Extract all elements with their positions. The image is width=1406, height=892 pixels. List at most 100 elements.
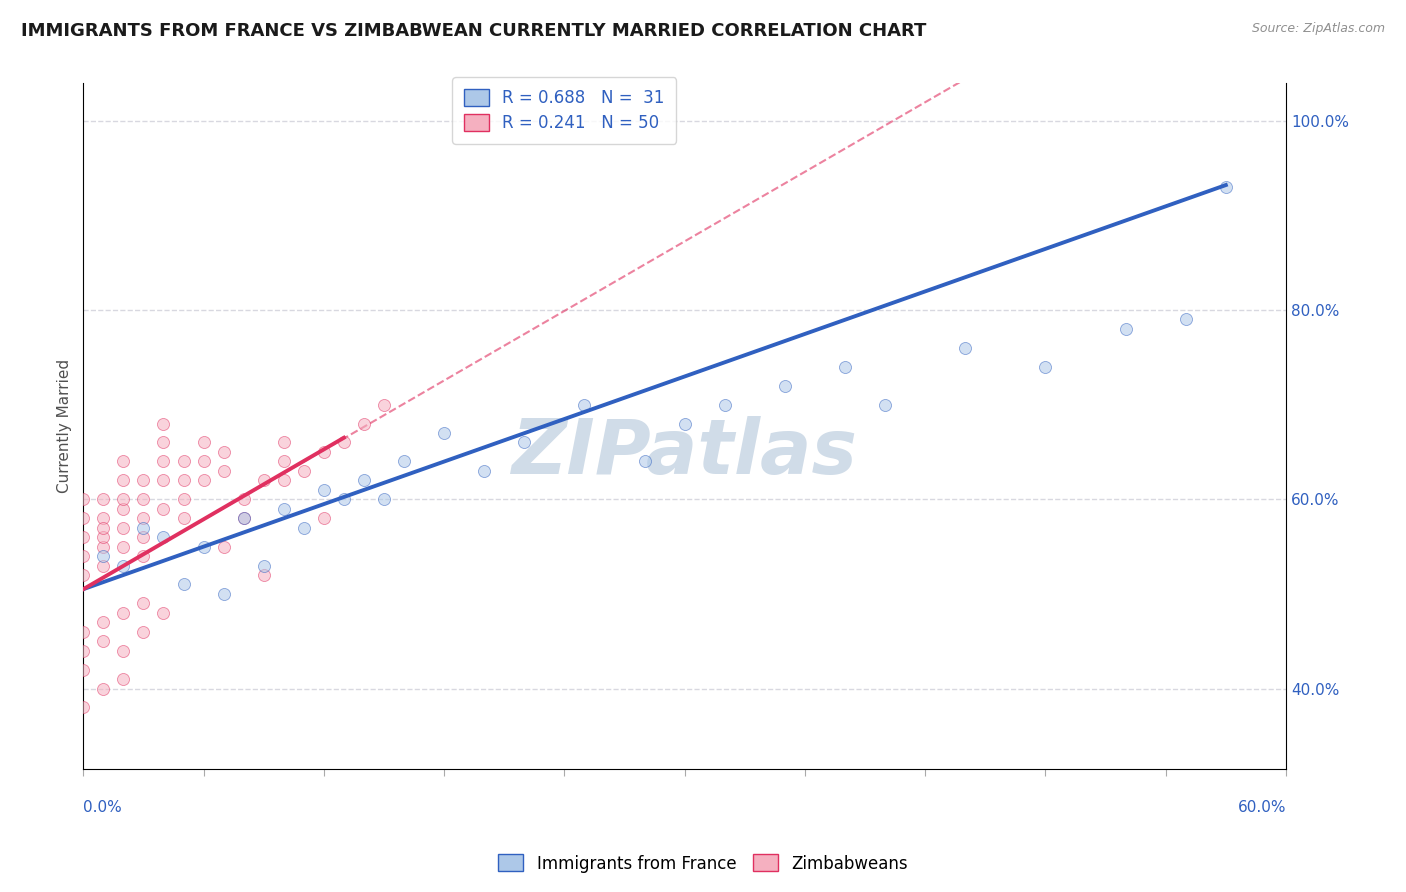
- Point: [173, 511, 195, 525]
- Text: IMMIGRANTS FROM FRANCE VS ZIMBABWEAN CURRENTLY MARRIED CORRELATION CHART: IMMIGRANTS FROM FRANCE VS ZIMBABWEAN CUR…: [21, 22, 927, 40]
- Point: [173, 474, 195, 488]
- Point: [112, 540, 135, 554]
- Point: [273, 474, 295, 488]
- Point: [91, 540, 114, 554]
- Point: [232, 492, 254, 507]
- Point: [433, 425, 456, 440]
- Point: [91, 634, 114, 648]
- Point: [112, 492, 135, 507]
- Text: 60.0%: 60.0%: [1237, 799, 1286, 814]
- Point: [1035, 359, 1057, 374]
- Point: [353, 474, 375, 488]
- Point: [152, 606, 174, 620]
- Point: [173, 492, 195, 507]
- Point: [152, 474, 174, 488]
- Point: [91, 549, 114, 563]
- Point: [112, 606, 135, 620]
- Point: [112, 474, 135, 488]
- Point: [152, 435, 174, 450]
- Point: [673, 417, 696, 431]
- Point: [253, 558, 276, 573]
- Point: [472, 464, 495, 478]
- Point: [834, 359, 856, 374]
- Point: [212, 587, 235, 601]
- Point: [72, 530, 94, 544]
- Point: [1115, 322, 1137, 336]
- Point: [713, 398, 735, 412]
- Point: [72, 624, 94, 639]
- Point: [72, 700, 94, 714]
- Point: [112, 643, 135, 657]
- Point: [253, 568, 276, 582]
- Point: [72, 568, 94, 582]
- Point: [253, 474, 276, 488]
- Point: [193, 454, 215, 468]
- Point: [91, 615, 114, 630]
- Point: [132, 511, 155, 525]
- Point: [392, 454, 415, 468]
- Point: [72, 663, 94, 677]
- Point: [212, 540, 235, 554]
- Point: [273, 454, 295, 468]
- Point: [193, 540, 215, 554]
- Point: [72, 492, 94, 507]
- Point: [72, 511, 94, 525]
- Point: [333, 435, 356, 450]
- Point: [132, 596, 155, 610]
- Point: [91, 511, 114, 525]
- Point: [1215, 180, 1237, 194]
- Point: [574, 398, 596, 412]
- Point: [72, 549, 94, 563]
- Point: [91, 558, 114, 573]
- Point: [373, 492, 395, 507]
- Point: [132, 549, 155, 563]
- Point: [273, 435, 295, 450]
- Point: [91, 681, 114, 696]
- Point: [112, 558, 135, 573]
- Point: [152, 530, 174, 544]
- Point: [132, 530, 155, 544]
- Point: [132, 624, 155, 639]
- Point: [173, 577, 195, 591]
- Point: [773, 378, 796, 392]
- Point: [193, 435, 215, 450]
- Point: [373, 398, 395, 412]
- Point: [312, 511, 335, 525]
- Point: [292, 521, 315, 535]
- Point: [353, 417, 375, 431]
- Point: [873, 398, 896, 412]
- Point: [91, 492, 114, 507]
- Point: [91, 521, 114, 535]
- Point: [312, 483, 335, 497]
- Point: [273, 501, 295, 516]
- Point: [112, 672, 135, 686]
- Text: ZIPatlas: ZIPatlas: [512, 417, 858, 491]
- Legend: Immigrants from France, Zimbabweans: Immigrants from France, Zimbabweans: [492, 847, 914, 880]
- Legend: R = 0.688   N =  31, R = 0.241   N = 50: R = 0.688 N = 31, R = 0.241 N = 50: [453, 78, 676, 144]
- Point: [152, 417, 174, 431]
- Point: [173, 454, 195, 468]
- Point: [232, 511, 254, 525]
- Point: [312, 445, 335, 459]
- Point: [152, 501, 174, 516]
- Point: [112, 501, 135, 516]
- Point: [132, 521, 155, 535]
- Point: [513, 435, 536, 450]
- Point: [232, 511, 254, 525]
- Point: [91, 530, 114, 544]
- Point: [72, 643, 94, 657]
- Point: [152, 454, 174, 468]
- Point: [333, 492, 356, 507]
- Point: [955, 341, 977, 355]
- Point: [292, 464, 315, 478]
- Point: [112, 521, 135, 535]
- Point: [112, 454, 135, 468]
- Text: Source: ZipAtlas.com: Source: ZipAtlas.com: [1251, 22, 1385, 36]
- Point: [212, 445, 235, 459]
- Point: [132, 492, 155, 507]
- Point: [212, 464, 235, 478]
- Text: 0.0%: 0.0%: [83, 799, 122, 814]
- Y-axis label: Currently Married: Currently Married: [58, 359, 72, 493]
- Point: [132, 474, 155, 488]
- Point: [633, 454, 655, 468]
